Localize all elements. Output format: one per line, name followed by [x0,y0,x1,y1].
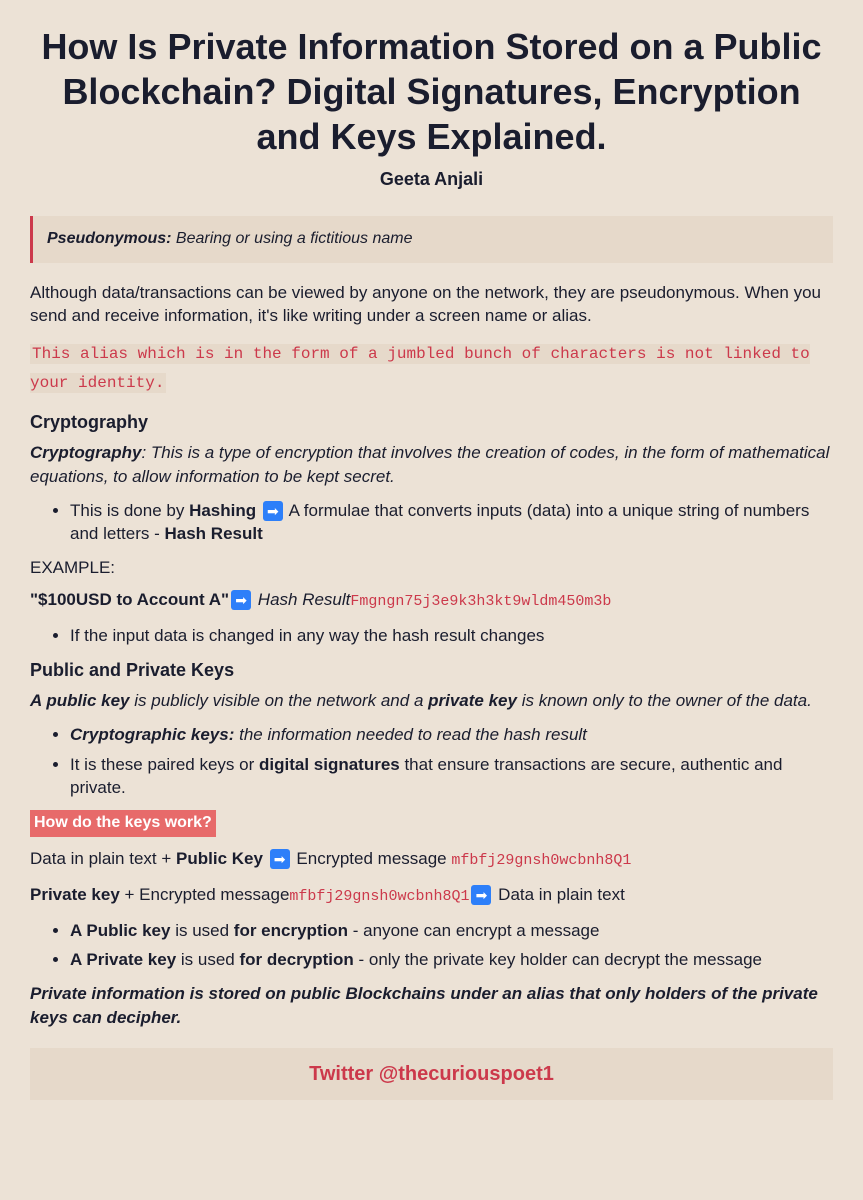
crypto-list-2: If the input data is changed in any way … [30,624,833,648]
arrow-icon: ➡ [270,849,290,869]
list-item: A Private key is used for decryption - o… [70,948,833,972]
decryption-line: Private key + Encrypted messagemfbfj29gn… [30,883,833,907]
list-item: A Public key is used for encryption - an… [70,919,833,943]
crypto-def: : This is a type of encryption that invo… [30,443,829,486]
keys-heading: Public and Private Keys [30,658,833,683]
encrypted-hash-2: mfbfj29gnsh0wcbnh8Q1 [289,888,469,905]
cryptography-definition: Cryptography: This is a type of encrypti… [30,441,833,489]
list-item: This is done by Hashing ➡ A formulae tha… [70,499,833,547]
author: Geeta Anjali [30,167,833,192]
crypto-term: Cryptography [30,443,141,462]
pseudonymous-definition: Pseudonymous: Bearing or using a fictiti… [30,216,833,262]
how-keys-work-highlight: How do the keys work? [30,810,216,836]
def-term: Pseudonymous: [47,230,171,247]
list-item: Cryptographic keys: the information need… [70,723,833,747]
example-line: "$100USD to Account A"➡ Hash ResultFmgng… [30,588,833,612]
list-item: It is these paired keys or digital signa… [70,753,833,801]
code-text: This alias which is in the form of a jum… [30,344,810,393]
encryption-line: Data in plain text + Public Key ➡ Encryp… [30,847,833,871]
alias-code-line: This alias which is in the form of a jum… [30,340,833,398]
intro-paragraph: Although data/transactions can be viewed… [30,281,833,329]
keys-list: Cryptographic keys: the information need… [30,723,833,800]
list-item: If the input data is changed in any way … [70,624,833,648]
twitter-handle[interactable]: Twitter @thecuriouspoet1 [30,1048,833,1100]
key-usage-list: A Public key is used for encryption - an… [30,919,833,973]
arrow-icon: ➡ [471,885,491,905]
encrypted-hash: mfbfj29gnsh0wcbnh8Q1 [451,852,631,869]
arrow-icon: ➡ [263,501,283,521]
example-label: EXAMPLE: [30,556,833,580]
page-title: How Is Private Information Stored on a P… [30,24,833,159]
crypto-list: This is done by Hashing ➡ A formulae tha… [30,499,833,547]
cryptography-heading: Cryptography [30,410,833,435]
arrow-icon: ➡ [231,590,251,610]
hash-result: Fmgngn75j3e9k3h3kt9wldm450m3b [350,593,611,610]
def-text: Bearing or using a fictitious name [171,230,412,247]
keys-definition: A public key is publicly visible on the … [30,689,833,713]
summary-statement: Private information is stored on public … [30,982,833,1030]
